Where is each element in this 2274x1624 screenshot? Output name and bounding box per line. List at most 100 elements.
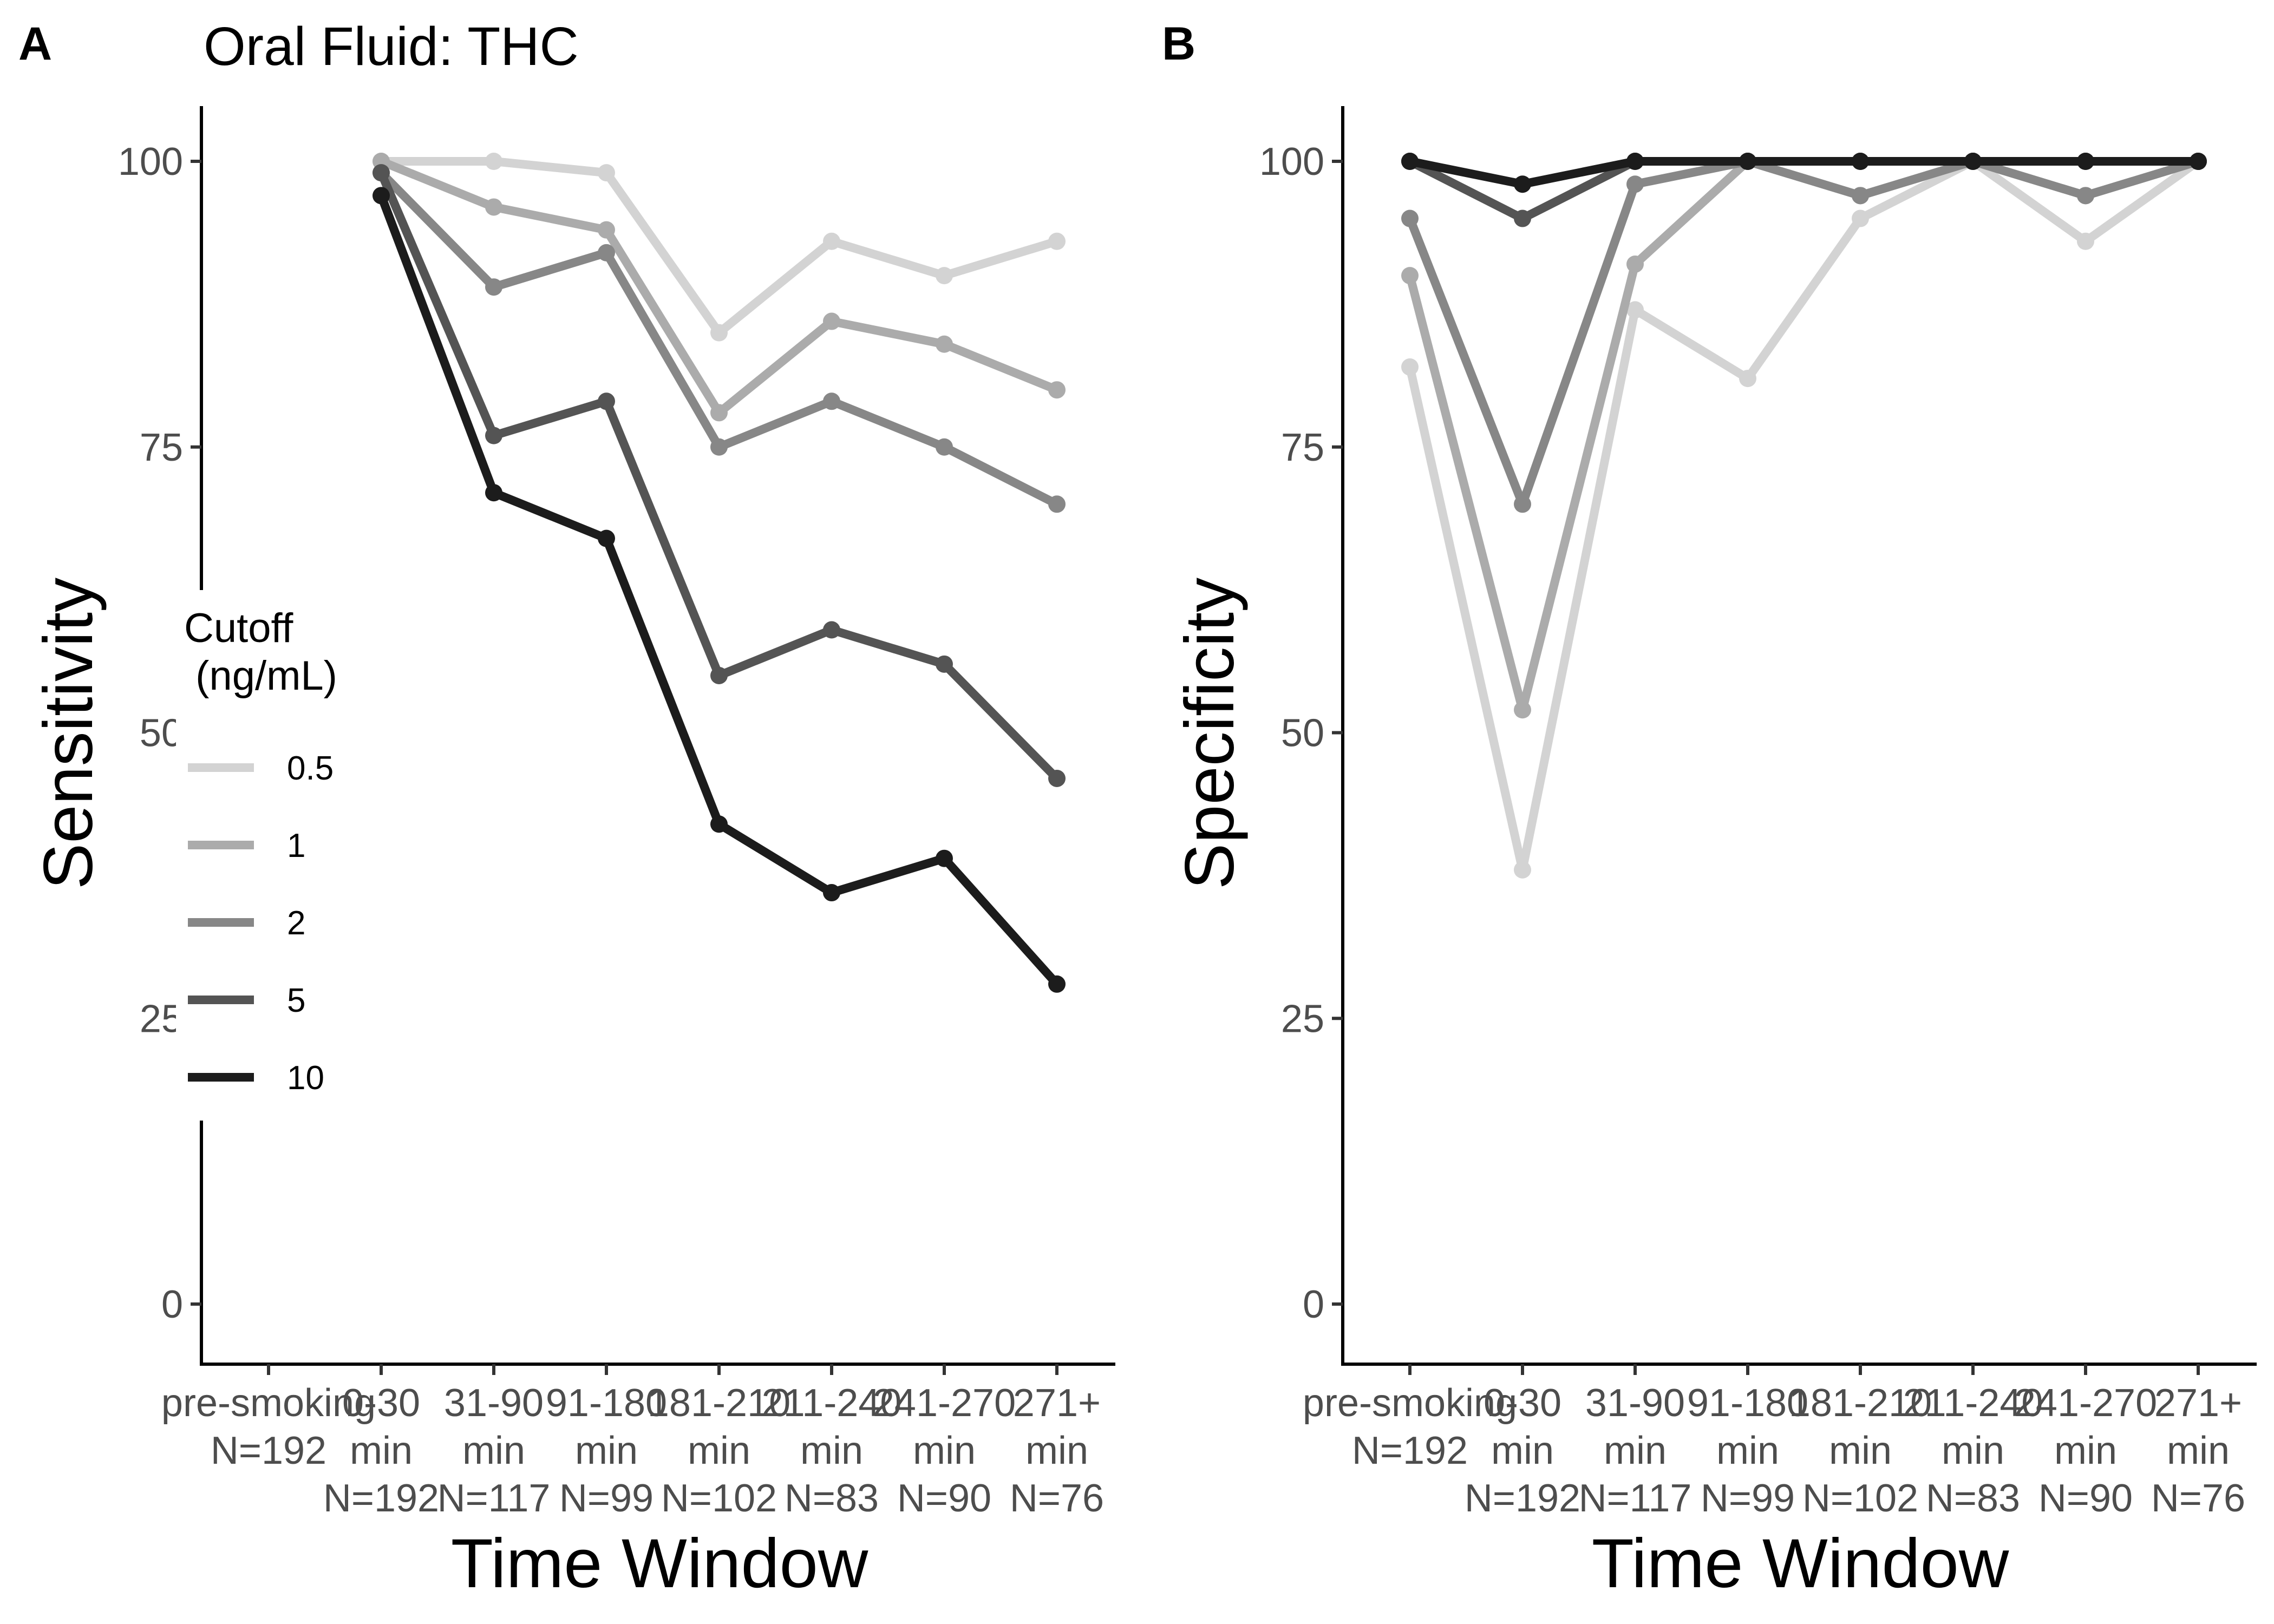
x-tick-label: 91-180 min N=99 <box>546 1381 667 1520</box>
x-tick-label: 271+ min N=76 <box>1010 1381 1104 1520</box>
data-point-10 <box>1852 153 1869 170</box>
data-point-10 <box>2190 153 2207 170</box>
series-line-0.5 <box>1406 157 2203 874</box>
data-point-2 <box>1514 495 1531 513</box>
data-point-1 <box>936 335 953 353</box>
data-point-0.5 <box>1739 370 1756 388</box>
data-point-0.5 <box>598 164 615 182</box>
data-point-10 <box>598 529 615 547</box>
chart-title: Oral Fluid: THC <box>204 16 579 77</box>
legend-entries: 0.5 1 2 5 10 <box>188 750 334 1097</box>
y-axis-label: Sensitivity <box>30 578 107 889</box>
legend-label: 10 <box>287 1059 324 1097</box>
legend: Cutoff (ng/mL) 0.5 1 2 5 10 <box>176 590 384 1121</box>
series-line-2 <box>1406 157 2203 509</box>
legend-background <box>176 590 384 1121</box>
data-point-0.5 <box>710 324 728 342</box>
x-tick-label: 0-30 min N=192 <box>323 1381 439 1520</box>
y-tick-label: 75 <box>140 426 183 469</box>
data-point-0.5 <box>485 153 502 170</box>
data-point-10 <box>1401 153 1419 170</box>
x-tick-label: 91-180 min N=99 <box>1687 1381 1808 1520</box>
data-point-0.5 <box>1514 861 1531 879</box>
panel-b-specificity: B Specificity Time Window 0 25 50 75 100 pre-… <box>1162 18 2257 1602</box>
panel-a-sensitivity: A Oral Fluid: THC Sensitivity Time Windo… <box>18 16 1115 1602</box>
y-tick-label: 50 <box>140 712 183 755</box>
data-point-2 <box>1852 187 1869 205</box>
data-point-2 <box>1401 209 1419 227</box>
data-point-1 <box>1626 255 1644 273</box>
x-tick-label: 0-30 min N=192 <box>1465 1381 1580 1520</box>
data-point-10 <box>936 849 953 867</box>
data-point-2 <box>598 244 615 261</box>
legend-label: 2 <box>287 905 305 942</box>
x-tick-label: 31-90 min N=117 <box>1579 1381 1692 1520</box>
data-point-0.5 <box>823 232 840 250</box>
data-point-2 <box>1626 175 1644 193</box>
data-point-0.5 <box>1048 232 1066 250</box>
x-tick-label: 211-240 min N=83 <box>762 1381 902 1520</box>
data-point-10 <box>2077 153 2094 170</box>
data-point-10 <box>373 187 390 205</box>
data-point-10 <box>1048 975 1066 993</box>
x-tick-label: 181-210 min N=102 <box>1789 1381 1932 1520</box>
x-tick-label: 31-90 min N=117 <box>437 1381 551 1520</box>
data-point-1 <box>823 312 840 330</box>
panel-a-letter: A <box>18 18 52 70</box>
y-tick-label: 25 <box>140 997 183 1040</box>
data-point-10 <box>1739 153 1756 170</box>
y-tick-label: 0 <box>1303 1283 1324 1326</box>
legend-label: 5 <box>287 982 305 1019</box>
legend-label: 0.5 <box>287 750 334 787</box>
y-tick-label: 100 <box>118 140 183 184</box>
data-point-1 <box>598 221 615 239</box>
data-point-0.5 <box>1852 209 1869 227</box>
data-point-10 <box>1514 175 1531 193</box>
data-point-1 <box>1048 381 1066 399</box>
y-axis-label: Specificity <box>1171 578 1249 889</box>
data-point-10 <box>485 484 502 502</box>
data-point-1 <box>1401 267 1419 285</box>
panel-b-letter: B <box>1162 18 1195 70</box>
data-point-10 <box>1626 153 1644 170</box>
y-tick-label: 0 <box>161 1283 183 1326</box>
legend-title: Cutoff (ng/mL) <box>184 605 337 699</box>
data-point-2 <box>1048 495 1066 513</box>
y-tick-label: 50 <box>1281 712 1324 755</box>
x-axis-label: Time Window <box>451 1525 868 1602</box>
series-line-10 <box>1406 157 2203 189</box>
x-tick-label: 271+ min N=76 <box>2151 1381 2245 1520</box>
x-tick-label: 241-270 min N=90 <box>2014 1381 2157 1520</box>
data-point-2 <box>710 438 728 456</box>
y-tick-label: 75 <box>1281 426 1324 469</box>
data-point-1 <box>710 404 728 422</box>
data-point-5 <box>1514 209 1531 227</box>
data-point-0.5 <box>2077 232 2094 250</box>
x-axis-label: Time Window <box>1592 1525 2009 1602</box>
data-point-1 <box>485 198 502 216</box>
x-tick-label: pre-smoking N=192 <box>161 1381 376 1472</box>
data-point-1 <box>1514 701 1531 719</box>
data-point-2 <box>485 278 502 296</box>
data-point-5 <box>1048 769 1066 787</box>
data-point-10 <box>1964 153 1982 170</box>
x-tick-label: 241-270 min N=90 <box>873 1381 1016 1520</box>
data-point-2 <box>2077 187 2094 205</box>
data-point-5 <box>823 621 840 639</box>
data-point-5 <box>373 164 390 182</box>
data-point-0.5 <box>1401 358 1419 376</box>
x-tick-label: 181-210 min N=102 <box>648 1381 790 1520</box>
legend-label: 1 <box>287 827 305 865</box>
data-point-0.5 <box>1626 301 1644 319</box>
y-tick-label: 25 <box>1281 997 1324 1040</box>
x-tick-label: 211-240 min N=83 <box>1903 1381 2043 1520</box>
data-point-5 <box>485 427 502 444</box>
data-point-2 <box>823 392 840 410</box>
data-point-2 <box>936 438 953 456</box>
data-point-10 <box>823 884 840 902</box>
y-tick-label: 100 <box>1259 140 1324 184</box>
data-point-5 <box>598 392 615 410</box>
